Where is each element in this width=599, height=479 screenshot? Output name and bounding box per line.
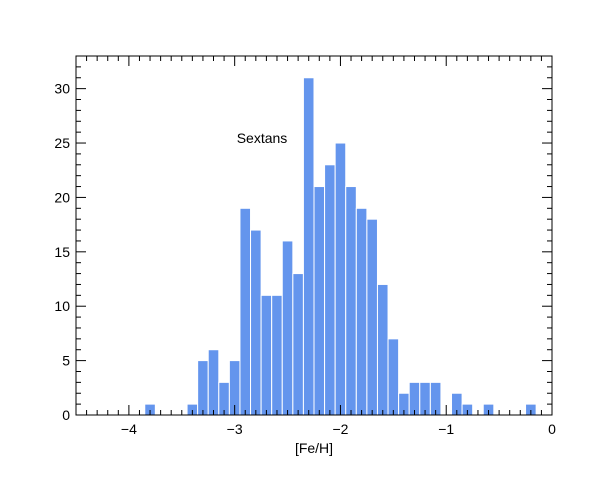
histogram-bars [144, 77, 537, 416]
x-tick-label: −3 [227, 421, 243, 437]
y-tick-label: 20 [54, 189, 70, 205]
histogram-bar [355, 207, 368, 416]
y-tick-label: 0 [62, 407, 70, 423]
histogram-bar [281, 240, 294, 416]
x-tick-label: 0 [548, 421, 556, 437]
x-axis-label: [Fe/H] [295, 440, 333, 456]
y-tick-label: 10 [54, 298, 70, 314]
histogram-bar [239, 207, 252, 416]
histogram-bar [250, 229, 262, 416]
x-tick-label: −2 [332, 421, 348, 437]
y-tick-label: 5 [62, 353, 70, 369]
histogram-bar [313, 186, 326, 416]
y-tick-label: 30 [54, 81, 70, 97]
tick-labels: −4 −3 −2 −1 0 0 5 10 15 20 25 30 [54, 81, 556, 437]
y-tick-label: 25 [54, 135, 70, 151]
y-tick-label: 15 [54, 244, 70, 260]
histogram-bar [207, 349, 220, 416]
histogram-bar [376, 283, 389, 416]
histogram-bar [260, 294, 273, 416]
histogram-bar [334, 142, 347, 416]
histogram-bar [302, 77, 315, 416]
x-tick-label: −4 [121, 421, 137, 437]
histogram-bar [271, 294, 283, 416]
histogram-bar [197, 360, 209, 416]
histogram-bar [366, 218, 378, 416]
plot-frame [75, 55, 553, 416]
histogram-bar [324, 164, 336, 416]
axis-ticks [75, 55, 553, 416]
histogram-bar [345, 186, 357, 416]
chart-annotation: Sextans [237, 130, 288, 146]
x-tick-label: −1 [438, 421, 454, 437]
histogram-bar [292, 273, 304, 416]
histogram-bar [387, 338, 400, 416]
